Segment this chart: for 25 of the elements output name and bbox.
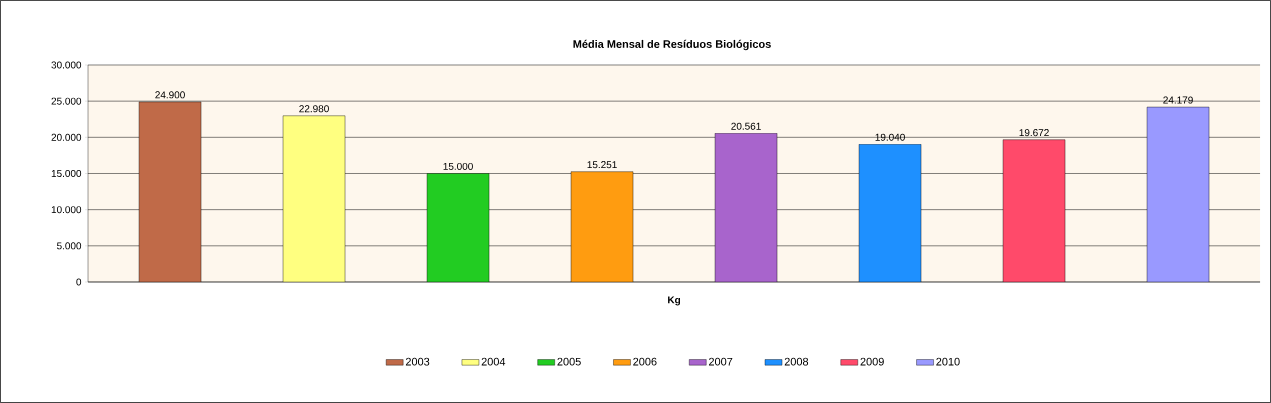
data-label: 15.000: [443, 162, 473, 170]
y-tick-label: 30.000: [51, 61, 82, 69]
legend-label: 2006: [633, 357, 657, 366]
y-tick-label: 5.000: [56, 242, 82, 250]
data-label: 19.672: [1019, 129, 1049, 137]
data-label: 20.561: [731, 122, 761, 130]
chart-title: Média Mensal de Resíduos Biológicos: [573, 39, 771, 51]
legend-label: 2003: [405, 357, 430, 366]
legend-label: 2009: [860, 357, 884, 366]
y-tick-label: 20.000: [51, 133, 82, 141]
legend-label: 2007: [708, 357, 733, 366]
y-tick-label: 15.000: [51, 169, 82, 178]
x-tick-label: Kg: [668, 296, 681, 306]
data-label: 24.179: [1163, 96, 1193, 104]
y-tick-label: 0: [76, 278, 82, 286]
legend-label: 2005: [557, 357, 581, 366]
y-tick-label: 10.000: [51, 206, 82, 214]
data-label: 15.251: [587, 161, 617, 169]
data-label: 19.040: [875, 133, 905, 141]
data-label: 22.980: [299, 105, 329, 113]
legend-label: 2008: [784, 357, 809, 366]
legend-label: 2004: [481, 357, 506, 366]
legend-label: 2010: [936, 357, 960, 366]
data-label: 24.900: [155, 91, 185, 99]
y-tick-label: 25.000: [51, 97, 82, 105]
